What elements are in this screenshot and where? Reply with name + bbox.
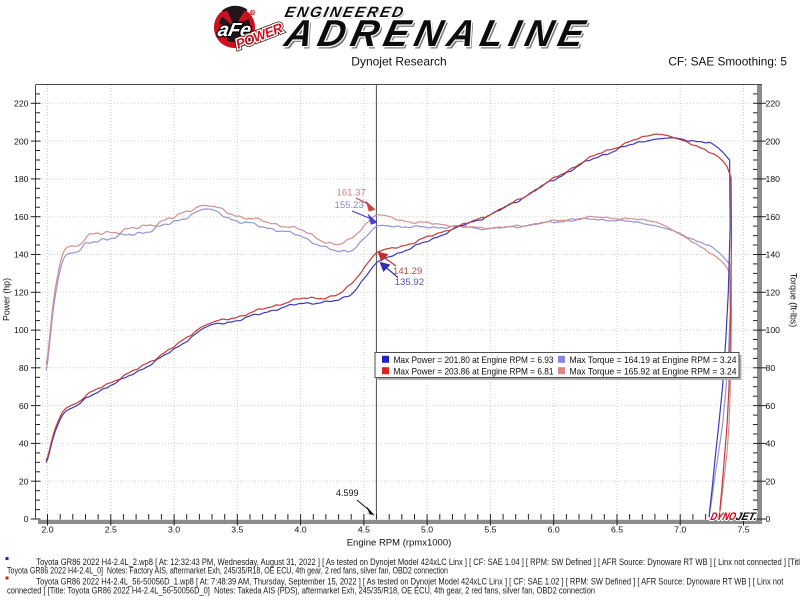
- svg-text:40: 40: [766, 439, 776, 449]
- svg-text:Toyota GR86 2022 H4-2.4L_0] N: Toyota GR86 2022 H4-2.4L_0] Notes: Facto…: [7, 566, 448, 576]
- svg-text:120: 120: [14, 288, 29, 298]
- svg-text:5.5: 5.5: [484, 525, 496, 535]
- svg-text:ADRENALINE: ADRENALINE: [280, 13, 590, 54]
- svg-text:ENGINEERED: ENGINEERED: [283, 4, 405, 21]
- svg-text:aFe: aFe: [216, 20, 253, 41]
- svg-text:220: 220: [14, 99, 29, 109]
- svg-text:ADRENALINE: ADRENALINE: [280, 13, 590, 54]
- svg-text:7.5: 7.5: [737, 525, 749, 535]
- svg-text:Toyota GR86 2022 H4-2.4L_2.wp8: Toyota GR86 2022 H4-2.4L_2.wp8 [ At: 12:…: [36, 557, 800, 567]
- svg-text:80: 80: [19, 363, 29, 373]
- svg-text:120: 120: [766, 288, 781, 298]
- svg-text:0: 0: [766, 514, 771, 524]
- svg-text:140: 140: [14, 250, 29, 260]
- svg-text:3.0: 3.0: [168, 525, 180, 535]
- svg-text:4.5: 4.5: [358, 525, 370, 535]
- svg-text:4.599: 4.599: [336, 488, 359, 498]
- svg-text:60: 60: [766, 401, 776, 411]
- svg-text:20: 20: [766, 476, 776, 486]
- svg-text:200: 200: [14, 136, 29, 146]
- svg-text:7.0: 7.0: [674, 525, 686, 535]
- svg-text:100: 100: [14, 325, 29, 335]
- svg-text:0: 0: [24, 514, 29, 524]
- svg-text:DYNO: DYNO: [709, 511, 737, 523]
- svg-text:CF: SAE Smoothing: 5: CF: SAE Smoothing: 5: [668, 55, 787, 69]
- svg-text:3.5: 3.5: [231, 525, 243, 535]
- svg-text:R: R: [251, 10, 255, 15]
- svg-text:200: 200: [766, 136, 781, 146]
- svg-text:100: 100: [766, 325, 781, 335]
- svg-text:140: 140: [766, 250, 781, 260]
- svg-text:5.0: 5.0: [421, 525, 433, 535]
- svg-text:Max Torque = 165.92 at Engine: Max Torque = 165.92 at Engine RPM = 3.24: [570, 366, 737, 377]
- svg-text:ENGINEERED: ENGINEERED: [283, 4, 405, 21]
- svg-text:40: 40: [19, 439, 29, 449]
- svg-text:220: 220: [766, 99, 781, 109]
- svg-text:Engine RPM (rpmx1000): Engine RPM (rpmx1000): [347, 538, 452, 549]
- svg-text:aFe: aFe: [216, 20, 253, 41]
- svg-text:Dynojet Research: Dynojet Research: [351, 55, 446, 69]
- svg-text:Power (hp): Power (hp): [2, 278, 12, 321]
- svg-text:160: 160: [766, 212, 781, 222]
- svg-text:JET.: JET.: [735, 511, 759, 523]
- svg-text:Toyota GR86 2022 H4-2.4L_56-50: Toyota GR86 2022 H4-2.4L_56-50056D_1.wp8…: [36, 577, 783, 587]
- svg-text:Torque (ft-lbs): Torque (ft-lbs): [789, 273, 799, 327]
- svg-text:180: 180: [766, 174, 781, 184]
- svg-text:Max Power = 203.86 at Engine R: Max Power = 203.86 at Engine RPM = 6.81: [394, 366, 554, 377]
- svg-text:135.92: 135.92: [395, 277, 424, 288]
- svg-text:80: 80: [766, 363, 776, 373]
- svg-text:ENGINEERED: ENGINEERED: [284, 6, 406, 23]
- svg-text:20: 20: [19, 476, 29, 486]
- svg-text:180: 180: [14, 174, 29, 184]
- svg-text:155.23: 155.23: [335, 200, 364, 211]
- svg-text:141.29: 141.29: [393, 266, 422, 277]
- svg-text:4.0: 4.0: [295, 525, 307, 535]
- svg-text:connected ] [Title: Toyota GR8: connected ] [Title: Toyota GR86 2022 H4-…: [7, 586, 595, 596]
- svg-text:2.5: 2.5: [105, 525, 117, 535]
- svg-text:DYNO: DYNO: [709, 511, 737, 523]
- svg-text:Max Torque = 164.19 at Engine: Max Torque = 164.19 at Engine RPM = 3.24: [570, 355, 737, 366]
- svg-text:6.5: 6.5: [611, 525, 623, 535]
- svg-text:JET.: JET.: [735, 511, 759, 523]
- svg-text:2.0: 2.0: [41, 525, 53, 535]
- svg-text:6.0: 6.0: [548, 525, 560, 535]
- svg-text:161.37: 161.37: [337, 188, 366, 199]
- svg-text:ADRENALINE: ADRENALINE: [282, 16, 592, 57]
- svg-text:60: 60: [19, 401, 29, 411]
- svg-text:160: 160: [14, 212, 29, 222]
- svg-text:Max Power = 201.80 at Engine R: Max Power = 201.80 at Engine RPM = 6.93: [394, 355, 554, 366]
